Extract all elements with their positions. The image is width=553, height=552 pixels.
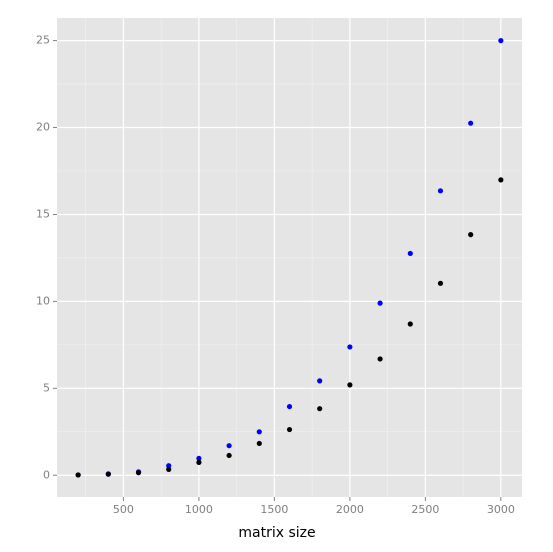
panel <box>57 18 522 497</box>
point <box>166 463 172 469</box>
point <box>347 344 353 350</box>
point <box>286 403 293 410</box>
point <box>256 429 262 435</box>
point <box>226 452 232 459</box>
point <box>166 466 172 472</box>
y-tick-label: 10 <box>36 294 50 307</box>
point <box>317 406 323 412</box>
point <box>286 426 293 433</box>
point <box>317 378 323 384</box>
y-tick-label: 0 <box>43 468 50 481</box>
y-tick-label: 5 <box>43 381 50 394</box>
point <box>226 443 232 449</box>
point <box>196 459 202 466</box>
point <box>377 300 383 306</box>
x-axis-label: matrix size <box>238 525 315 541</box>
point <box>256 440 262 447</box>
y-tick-label: 15 <box>36 207 50 220</box>
x-tick-label: 2500 <box>411 503 439 516</box>
point <box>498 38 504 44</box>
y-tick-label: 20 <box>36 121 50 134</box>
x-tick-label: 1000 <box>185 503 213 516</box>
point <box>437 188 444 194</box>
point <box>105 471 111 477</box>
x-tick-label: 500 <box>113 503 134 516</box>
y-tick-label: 25 <box>36 34 50 47</box>
point <box>437 280 444 286</box>
point <box>498 177 504 183</box>
point <box>407 250 413 257</box>
point <box>75 472 81 478</box>
point <box>468 232 474 238</box>
point <box>377 356 383 362</box>
point <box>196 455 202 462</box>
point <box>407 321 413 327</box>
x-tick-label: 3000 <box>487 503 515 516</box>
x-tick-label: 1500 <box>260 503 288 516</box>
x-tick-label: 2000 <box>336 503 364 516</box>
point <box>468 120 474 126</box>
point <box>347 382 353 388</box>
point <box>135 470 142 476</box>
